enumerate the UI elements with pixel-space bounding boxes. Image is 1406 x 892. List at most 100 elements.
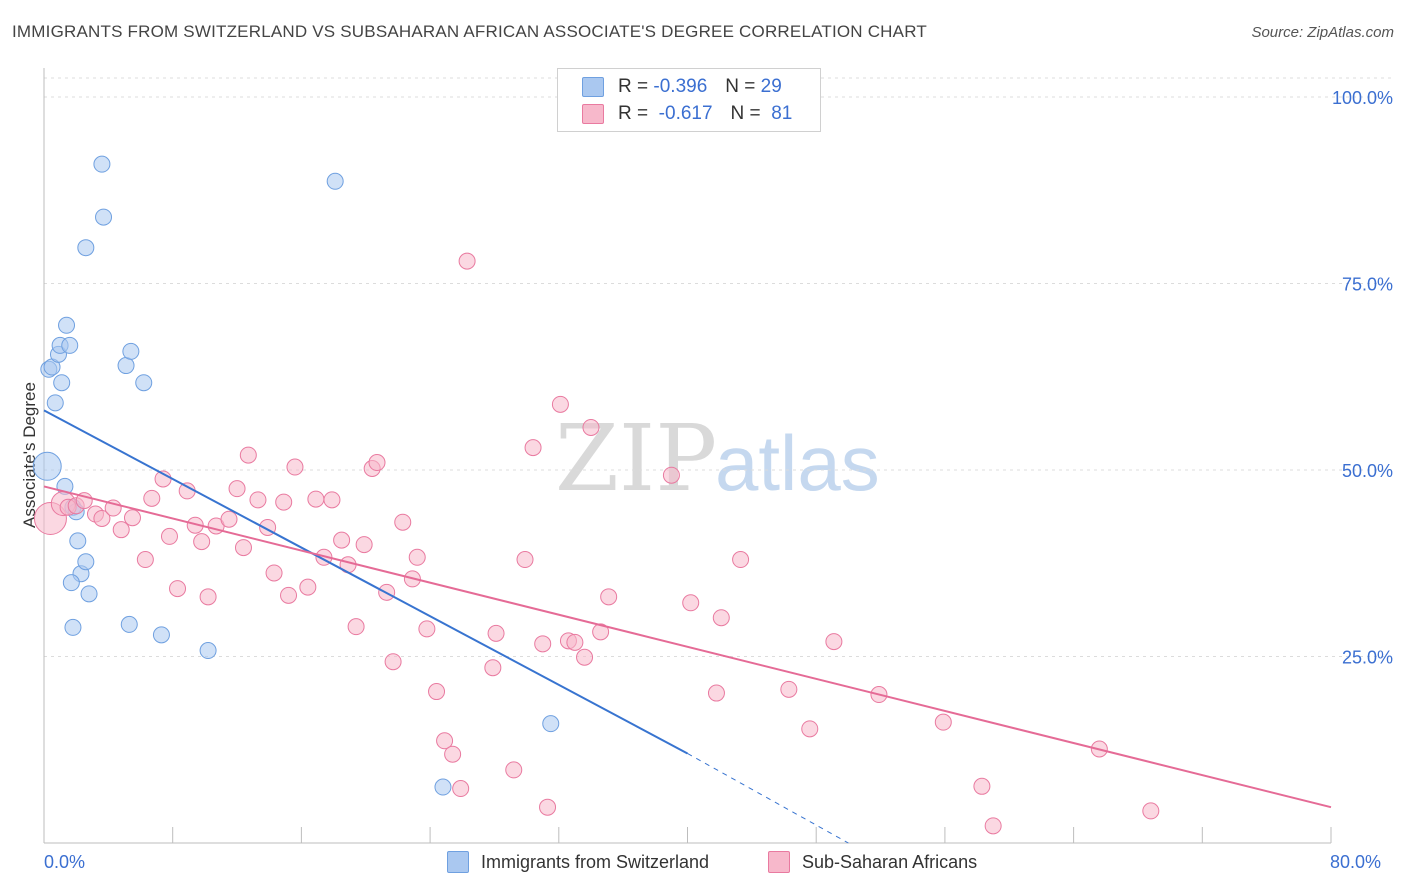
point-subsaharan (280, 586, 298, 604)
series-swatch-switzerland (447, 851, 469, 873)
legend-n-value: 29 (760, 76, 782, 97)
point-subsaharan (452, 780, 470, 798)
point-switzerland (120, 615, 138, 633)
point-subsaharan (566, 633, 584, 651)
point-subsaharan (780, 680, 798, 698)
series-legend-subsaharan: Sub-Saharan Africans (768, 851, 977, 873)
point-subsaharan (169, 580, 187, 598)
series-label-subsaharan: Sub-Saharan Africans (802, 851, 978, 872)
point-subsaharan (394, 513, 412, 531)
point-switzerland (152, 626, 170, 644)
point-subsaharan (408, 548, 426, 566)
point-switzerland (58, 316, 76, 334)
point-subsaharan (539, 798, 557, 816)
point-subsaharan (239, 446, 257, 464)
trendline-switzerland-extension (687, 753, 849, 844)
point-subsaharan (428, 683, 446, 701)
point-switzerland (46, 394, 64, 412)
point-subsaharan (123, 509, 141, 527)
series-legend-switzerland: Immigrants from Switzerland (447, 851, 709, 873)
point-subsaharan (418, 620, 436, 638)
point-switzerland (77, 239, 95, 257)
legend-r-value: -0.617 (658, 103, 713, 124)
point-switzerland (62, 574, 80, 592)
point-subsaharan (136, 551, 154, 569)
correlation-legend: R = -0.396 N = 29 R = -0.617 N = 81 (557, 68, 821, 132)
point-subsaharan (682, 594, 700, 612)
point-subsaharan (384, 653, 402, 671)
point-subsaharan (249, 491, 267, 509)
trendline-switzerland (43, 409, 688, 755)
point-subsaharan (576, 648, 594, 666)
trendline-subsaharan (43, 485, 1332, 809)
point-subsaharan (707, 684, 725, 702)
point-subsaharan (505, 761, 523, 779)
point-switzerland (135, 374, 153, 392)
point-subsaharan (220, 510, 238, 528)
chart-title: IMMIGRANTS FROM SWITZERLAND VS SUBSAHARA… (12, 22, 927, 41)
point-subsaharan (973, 777, 991, 795)
y-tick-label: 50.0% (1342, 461, 1393, 481)
point-subsaharan (551, 395, 569, 413)
series-swatch-subsaharan (768, 851, 790, 873)
point-switzerland (77, 553, 95, 571)
y-tick-label: 100.0% (1332, 88, 1393, 108)
legend-n-label: N = (730, 103, 761, 124)
point-subsaharan (93, 509, 111, 527)
point-subsaharan (333, 531, 351, 549)
point-subsaharan (662, 466, 680, 484)
point-switzerland (122, 342, 140, 360)
point-switzerland (434, 778, 452, 796)
point-subsaharan (112, 521, 130, 539)
point-switzerland (542, 715, 560, 733)
source-label: Source: ZipAtlas.com (1251, 24, 1394, 41)
point-subsaharan (984, 817, 1002, 835)
point-subsaharan (825, 633, 843, 651)
point-switzerland (69, 532, 87, 550)
series-label-switzerland: Immigrants from Switzerland (481, 851, 710, 872)
y-tick-label: 75.0% (1342, 275, 1393, 295)
point-subsaharan (178, 482, 196, 500)
point-switzerland (326, 172, 344, 190)
point-subsaharan (143, 489, 161, 507)
point-subsaharan (582, 418, 600, 436)
point-subsaharan (193, 533, 211, 551)
watermark-zip: ZIP (555, 405, 717, 512)
point-switzerland (95, 208, 113, 226)
legend-row-subsaharan: R = -0.617 N = 81 (582, 102, 792, 126)
point-switzerland (199, 642, 217, 660)
legend-swatch-subsaharan (582, 104, 604, 124)
point-subsaharan (934, 713, 952, 731)
point-subsaharan (592, 623, 610, 641)
point-subsaharan (524, 439, 542, 457)
point-subsaharan (458, 252, 476, 270)
y-tick-label: 25.0% (1342, 648, 1393, 668)
point-subsaharan (307, 490, 325, 508)
point-switzerland (93, 155, 111, 173)
legend-r-label: R = (618, 76, 649, 97)
point-subsaharan (275, 493, 293, 511)
point-subsaharan (487, 624, 505, 642)
legend-swatch-switzerland (582, 77, 604, 97)
legend-r-value: -0.396 (653, 76, 708, 97)
point-subsaharan (534, 635, 552, 653)
series-legend: Immigrants from Switzerland Sub-Saharan … (0, 851, 1406, 877)
point-subsaharan (160, 527, 178, 545)
point-subsaharan (347, 618, 365, 636)
point-subsaharan (355, 536, 373, 554)
point-switzerland (80, 585, 98, 603)
point-subsaharan (265, 564, 283, 582)
x-axis-min-label: 0.0% (44, 852, 86, 872)
point-switzerland (64, 618, 82, 636)
legend-r-label: R = (618, 103, 649, 124)
point-switzerland (61, 336, 79, 354)
point-subsaharan (484, 659, 502, 677)
point-switzerland (53, 374, 71, 392)
point-subsaharan (1142, 802, 1160, 820)
point-subsaharan (600, 588, 618, 606)
point-subsaharan (299, 578, 317, 596)
point-subsaharan (199, 588, 217, 606)
point-subsaharan (368, 454, 386, 472)
point-subsaharan (516, 551, 534, 569)
